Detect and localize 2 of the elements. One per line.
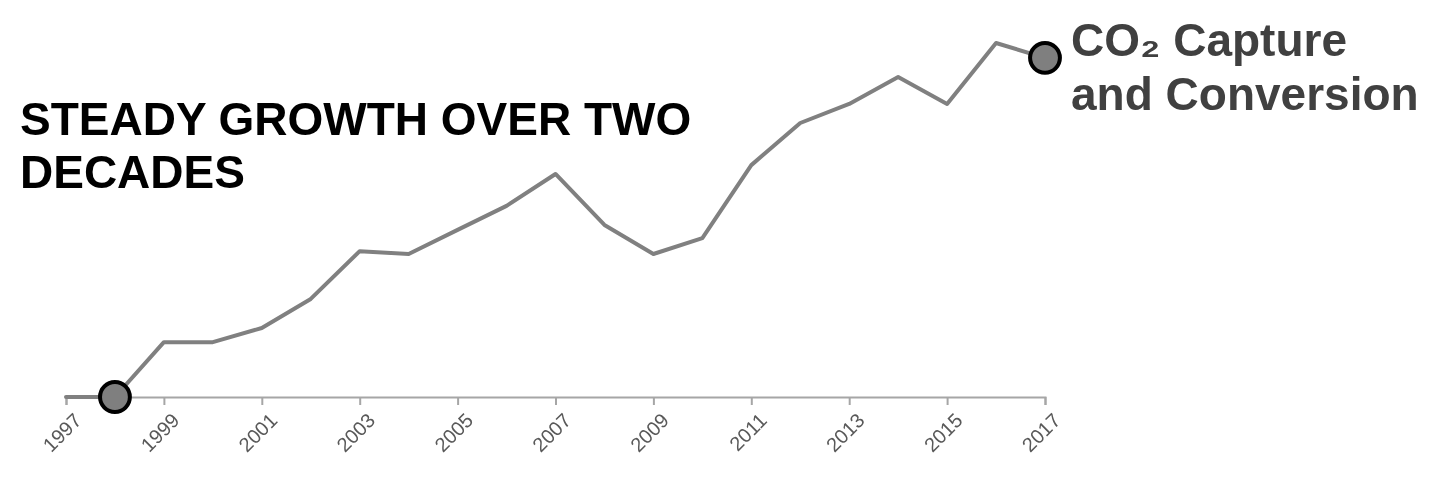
series-label: CO₂ Capture and Conversion	[1071, 13, 1419, 120]
text: STEADY GROWTH OVER TWO DECADES	[20, 93, 692, 198]
